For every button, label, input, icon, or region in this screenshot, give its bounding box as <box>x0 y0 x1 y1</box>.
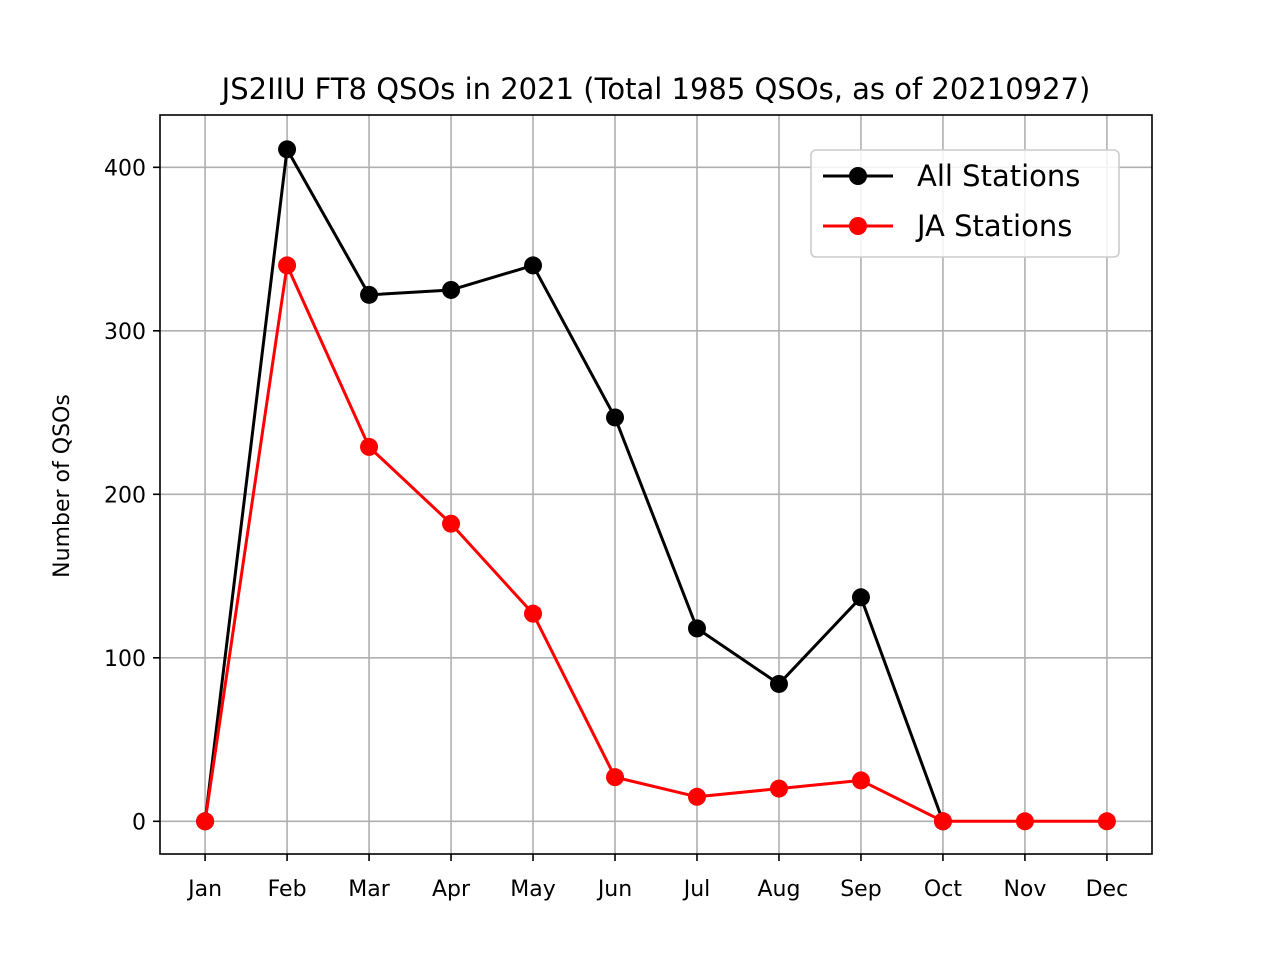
legend-marker <box>849 167 867 185</box>
data-point <box>196 812 215 831</box>
y-tick-label: 300 <box>104 320 146 345</box>
x-tick-label: Jun <box>596 877 632 902</box>
x-tick-label: Feb <box>268 877 307 902</box>
x-tick-label: Dec <box>1086 877 1129 902</box>
data-point <box>442 280 461 299</box>
legend: All Stations JA Stations <box>810 149 1120 258</box>
plot-frame <box>159 114 1153 855</box>
x-tick-label: May <box>510 877 555 902</box>
data-point <box>360 285 379 304</box>
legend-item: JA Stations <box>823 209 1072 243</box>
data-point <box>1097 812 1116 831</box>
data-point <box>524 604 543 623</box>
tick-labels: Jan Feb Mar Apr May Jun Jul Aug Sep Oct Nov Dec 0 100… <box>104 156 1128 902</box>
data-point <box>278 256 297 275</box>
data-point <box>1015 812 1034 831</box>
series-line <box>203 263 1107 823</box>
y-tick-label: 100 <box>104 647 146 672</box>
y-axis-label: Number of QSOs <box>50 394 75 578</box>
x-tick-label: Apr <box>432 877 471 902</box>
series-line <box>203 147 945 822</box>
legend-item: All Stations <box>823 159 1080 193</box>
data-point <box>278 140 297 159</box>
legend-marker <box>849 217 867 235</box>
data-point <box>360 437 379 456</box>
series-ja-stations <box>196 256 1116 831</box>
legend-label: All Stations <box>917 159 1080 193</box>
x-tick-label: Mar <box>348 877 390 902</box>
legend-label: JA Stations <box>915 209 1072 243</box>
y-tick-label: 0 <box>132 810 146 835</box>
series-layer <box>196 140 1116 831</box>
data-point <box>687 619 706 638</box>
data-point <box>769 779 788 798</box>
x-tick-label: Nov <box>1003 877 1046 902</box>
data-point <box>606 408 625 427</box>
y-tick-label: 200 <box>104 483 146 508</box>
data-point <box>769 674 788 693</box>
x-tick-label: Jan <box>186 877 222 902</box>
data-point <box>851 771 870 790</box>
y-tick-label: 400 <box>104 156 146 181</box>
data-point <box>606 768 625 787</box>
data-point <box>851 588 870 607</box>
x-tick-label: Jul <box>682 877 711 902</box>
data-point <box>933 812 952 831</box>
x-tick-label: Sep <box>840 877 881 902</box>
data-point <box>524 256 543 275</box>
data-point <box>687 787 706 806</box>
axes <box>153 114 1153 861</box>
x-tick-label: Oct <box>924 877 962 902</box>
x-tick-label: Aug <box>757 877 800 902</box>
chart-title: JS2IIU FT8 QSOs in 2021 (Total 1985 QSOs… <box>220 72 1091 106</box>
data-point <box>442 514 461 533</box>
